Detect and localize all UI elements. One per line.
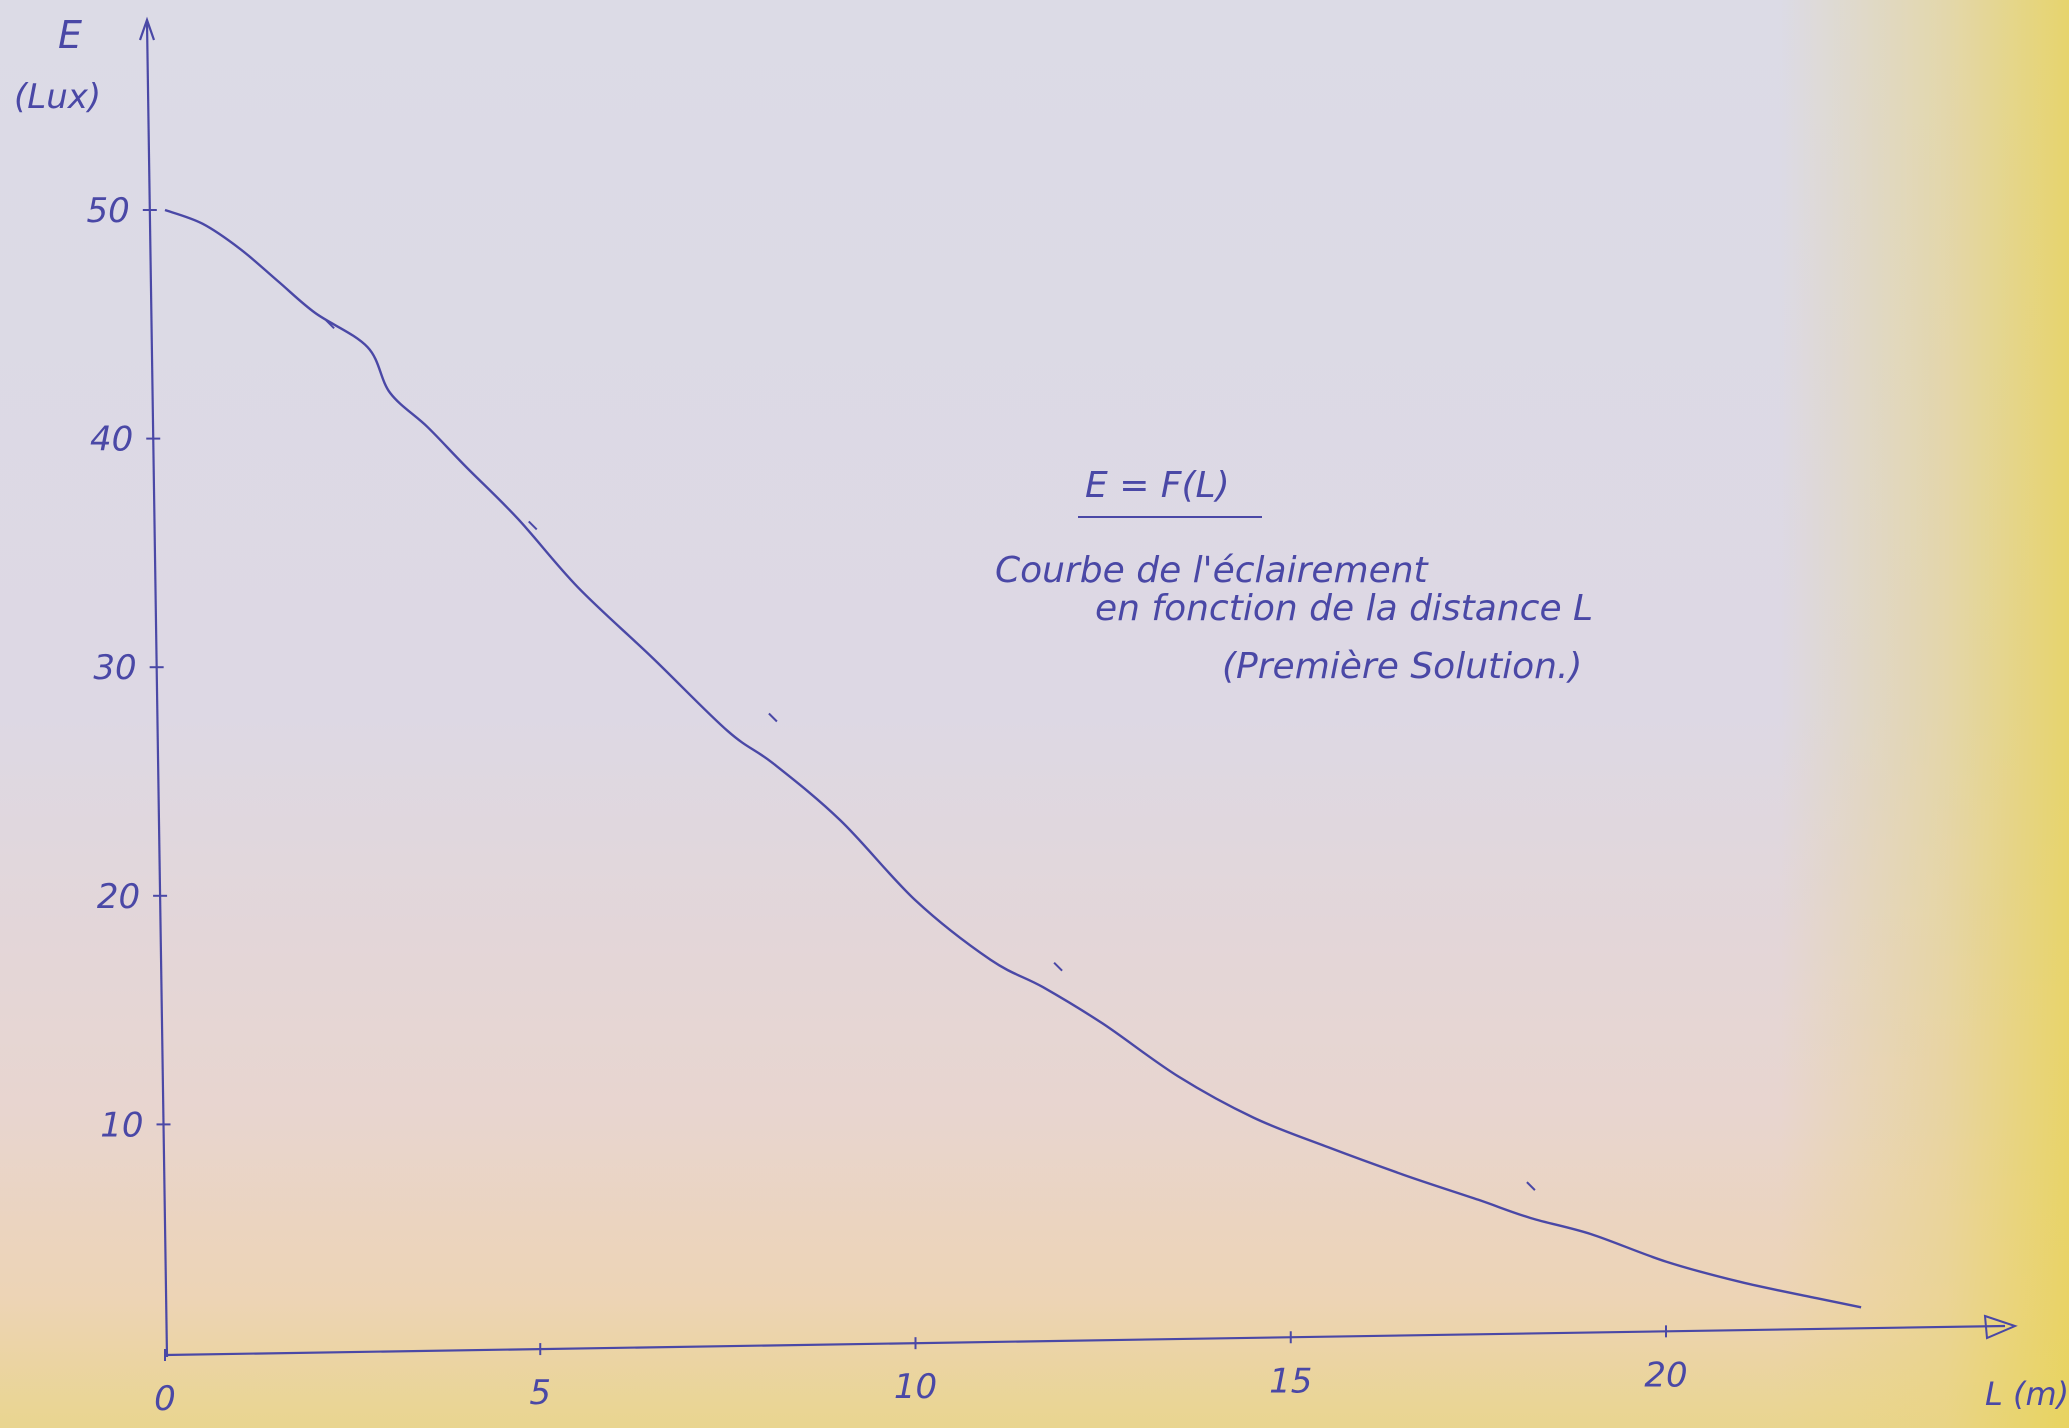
y-tick-label-40: 40 <box>90 420 133 460</box>
y-tick-label-20: 20 <box>97 877 140 917</box>
series <box>164 208 1862 1309</box>
labels: E (Lux) L (m) E = F(L) Courbe de l'éclai… <box>14 13 2069 1413</box>
y-tick-label-30: 30 <box>93 648 136 688</box>
x-tick-label-10: 10 <box>894 1367 937 1407</box>
data-point-mark-0 <box>325 319 335 330</box>
y-axis-arrow <box>138 16 156 41</box>
data-point-mark-2 <box>768 712 778 723</box>
x-axis-line <box>164 1324 2006 1357</box>
x-axis-label: L (m) <box>1985 1375 2069 1413</box>
ticks: 0 5 10 15 20 10 20 30 40 50 <box>87 191 1688 1419</box>
x-tick-label-0: 0 <box>154 1379 176 1419</box>
series-line-0 <box>164 208 1862 1309</box>
x-tick-label-15: 15 <box>1269 1361 1312 1401</box>
y-axis-line <box>145 21 169 1358</box>
data-point-mark-4 <box>1526 1181 1536 1191</box>
subtitle-line-3: (Première Solution.) <box>1222 646 1582 687</box>
x-tick-label-20: 20 <box>1644 1355 1687 1395</box>
y-tick-label-10: 10 <box>100 1105 143 1145</box>
subtitle-line-1: Courbe de l'éclairement <box>995 550 1430 591</box>
subtitle-line-2: en fonction de la distance L <box>1095 588 1593 629</box>
data-point-mark-1 <box>528 520 538 531</box>
y-axis-unit: (Lux) <box>14 77 101 117</box>
chart-title: E = F(L) <box>1085 465 1230 506</box>
x-axis-arrow <box>1983 1314 2018 1340</box>
x-tick-label-5: 5 <box>529 1373 551 1413</box>
axes <box>138 16 2018 1358</box>
y-axis-label: E <box>58 13 82 57</box>
y-tick-label-50: 50 <box>87 191 130 231</box>
data-point-mark-3 <box>1053 961 1063 972</box>
